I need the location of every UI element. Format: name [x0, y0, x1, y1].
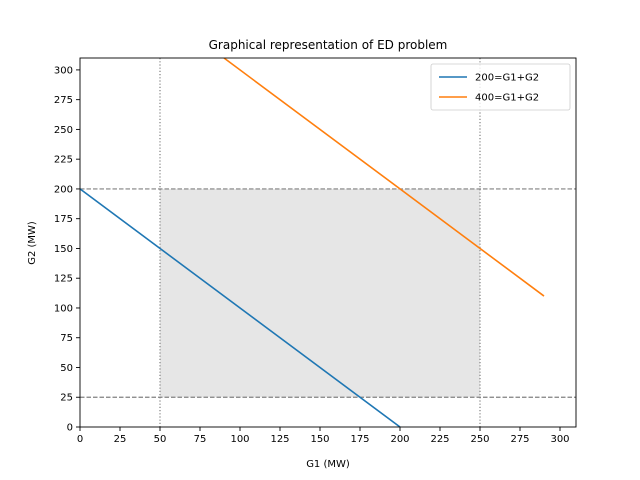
y-tick-label: 150: [54, 244, 73, 255]
legend-label-1: 200=G1+G2: [475, 73, 539, 84]
plot-area: 0 25 50 75 100 125 150 175 200 225 250 275 300 0 25 50 7…: [54, 57, 577, 445]
x-tick-label: 200: [390, 434, 409, 445]
y-tick-label: 75: [60, 333, 73, 344]
x-tick-label: 50: [154, 434, 167, 445]
x-tick-label: 275: [510, 434, 529, 445]
series-line-1: [80, 188, 401, 427]
series-line-2: [223, 58, 545, 297]
y-tick-label: 100: [54, 303, 73, 314]
y-axis-label: G2 (MW): [27, 221, 38, 265]
x-tick-label: 300: [550, 434, 569, 445]
x-tick-label: 225: [430, 434, 449, 445]
y-tick-label: 50: [60, 363, 73, 374]
feasible-region: [160, 188, 480, 398]
legend: 200=G1+G2 400=G1+G2: [430, 63, 571, 111]
y-tick-label: 300: [54, 65, 73, 76]
x-tick-label: 0: [77, 434, 83, 445]
y-tick-label: 0: [67, 423, 73, 434]
legend-label-2: 400=G1+G2: [475, 93, 539, 104]
axes-frame: [79, 57, 577, 428]
chart-title: Graphical representation of ED problem: [209, 38, 448, 52]
x-tick-label: 250: [470, 434, 489, 445]
y-tick-label: 225: [54, 155, 73, 166]
x-tick-label: 100: [230, 434, 249, 445]
y-tick-label: 275: [54, 95, 73, 106]
plot-clip-group: [80, 58, 576, 427]
y-tick-label: 125: [54, 274, 73, 285]
y-tick-label: 200: [54, 184, 73, 195]
y-tick-label: 250: [54, 125, 73, 136]
legend-box: [430, 63, 571, 111]
x-tick-label: 75: [194, 434, 207, 445]
x-axis-label: G1 (MW): [306, 459, 350, 470]
x-tick-label: 25: [114, 434, 127, 445]
y-tick-label: 25: [60, 393, 73, 404]
x-tick-label: 175: [350, 434, 369, 445]
x-tick-label: 150: [310, 434, 329, 445]
x-tick-label: 125: [270, 434, 289, 445]
y-tick-label: 175: [54, 214, 73, 225]
